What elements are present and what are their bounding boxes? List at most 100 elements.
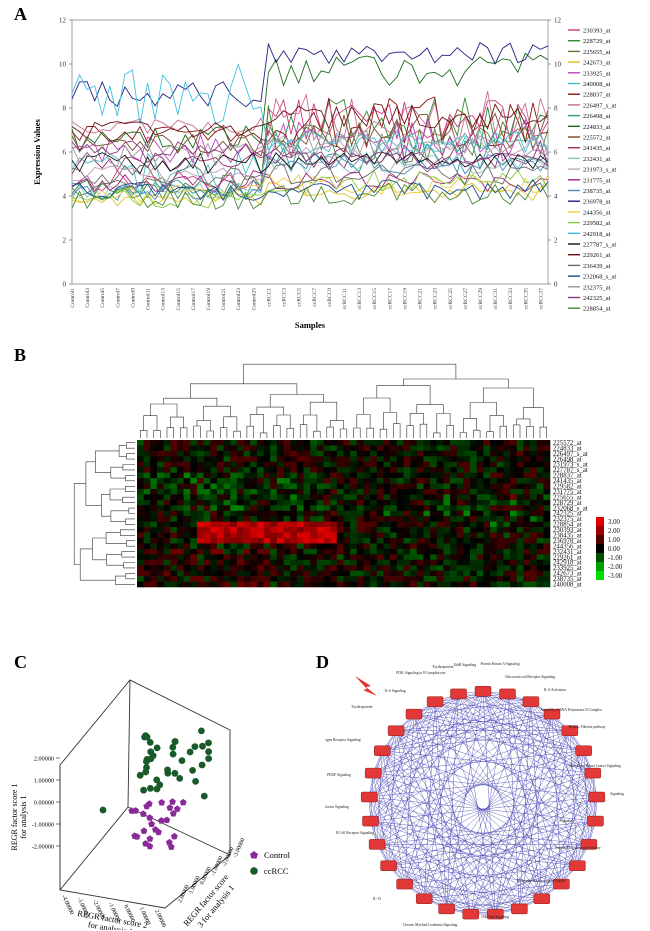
x-tick-label: ccRCC9 bbox=[327, 288, 333, 307]
x-tick-label: -4.00000 bbox=[60, 894, 74, 915]
heatmap-cell bbox=[456, 576, 464, 582]
heatmap-cell bbox=[396, 576, 404, 582]
heatmap-cell bbox=[323, 483, 331, 490]
heatmap-cell bbox=[363, 559, 371, 566]
heatmap-cell bbox=[183, 450, 191, 457]
point-ccrcc bbox=[199, 742, 206, 750]
heatmap-cell bbox=[316, 543, 324, 550]
heatmap-cell bbox=[343, 581, 351, 588]
heatmap-cell bbox=[483, 461, 491, 468]
heatmap-cell bbox=[296, 570, 304, 577]
heatmap-cell bbox=[343, 478, 351, 484]
heatmap-cell bbox=[530, 548, 537, 555]
heatmap-cell bbox=[256, 499, 264, 506]
heatmap-cell bbox=[296, 559, 304, 566]
heatmap-cell bbox=[496, 472, 504, 479]
heatmap-cell bbox=[523, 450, 531, 457]
heatmap-cell bbox=[490, 581, 498, 588]
heatmap-cell bbox=[430, 456, 438, 463]
heatmap-cell bbox=[343, 559, 351, 566]
heatmap-cell bbox=[456, 494, 464, 501]
heatmap-cell bbox=[250, 554, 258, 561]
heatmap-cell bbox=[376, 467, 384, 473]
heatmap-cell bbox=[263, 456, 271, 463]
heatmap-cell bbox=[310, 478, 318, 484]
heatmap-cell bbox=[416, 576, 424, 582]
heatmap-cell bbox=[163, 456, 171, 463]
heatmap-cell bbox=[310, 527, 318, 533]
heatmap-cell bbox=[137, 532, 144, 539]
heatmap-cell bbox=[423, 440, 431, 446]
heatmap-cell bbox=[410, 440, 418, 446]
heatmap-cell bbox=[276, 505, 284, 512]
heatmap-cell bbox=[496, 505, 504, 512]
heatmap-cell bbox=[463, 461, 471, 468]
heatmap-cell bbox=[137, 494, 144, 501]
heatmap-cell bbox=[290, 505, 298, 512]
heatmap-cell bbox=[263, 472, 271, 479]
heatmap-cell bbox=[396, 505, 404, 512]
x-tick-label: ccRCC23 bbox=[433, 288, 439, 310]
heatmap-cell bbox=[170, 472, 178, 479]
heatmap-cell bbox=[230, 461, 238, 468]
heatmap-cell bbox=[296, 554, 304, 561]
y-tick-label-left: 0 bbox=[63, 281, 67, 289]
heatmap-cell bbox=[343, 456, 351, 463]
heatmap-cell bbox=[230, 554, 238, 561]
heatmap-cell bbox=[536, 554, 544, 561]
heatmap-cell bbox=[210, 510, 218, 517]
heatmap-cell bbox=[223, 521, 231, 528]
heatmap-cell bbox=[536, 456, 544, 463]
heatmap-cell bbox=[330, 576, 338, 582]
heatmap-cell bbox=[356, 440, 364, 446]
heatmap-cell bbox=[356, 548, 364, 555]
heatmap-cell bbox=[476, 510, 484, 517]
heatmap-cell bbox=[170, 548, 178, 555]
heatmap-cell bbox=[503, 565, 511, 571]
heatmap-cell bbox=[170, 510, 178, 517]
heatmap-cell bbox=[483, 516, 491, 522]
heatmap-cell bbox=[290, 483, 298, 490]
heatmap-cell bbox=[190, 581, 198, 588]
heatmap-cell bbox=[370, 521, 378, 528]
heatmap-cell bbox=[210, 527, 218, 533]
heatmap-cell bbox=[290, 494, 298, 501]
heatmap-cell bbox=[410, 565, 418, 571]
point-ccrcc bbox=[178, 757, 186, 764]
heatmap-cell bbox=[543, 538, 551, 544]
heatmap-cell bbox=[503, 538, 511, 544]
heatmap-cell bbox=[203, 576, 211, 582]
legend-label: 231973_s_at bbox=[583, 167, 616, 174]
heatmap-cell bbox=[143, 565, 151, 571]
heatmap-cell bbox=[163, 467, 171, 473]
heatmap-cell bbox=[270, 494, 278, 501]
heatmap-cell bbox=[223, 445, 231, 452]
heatmap-cell bbox=[236, 445, 244, 452]
point-ccrcc bbox=[146, 739, 154, 746]
heatmap-cell bbox=[303, 489, 311, 495]
legend-label: 228729_at bbox=[583, 38, 611, 45]
heatmap-cell bbox=[530, 521, 537, 528]
series-line bbox=[71, 182, 549, 211]
network-node bbox=[553, 878, 570, 890]
heatmap-cell bbox=[450, 532, 458, 539]
heatmap-cell bbox=[516, 538, 524, 544]
heatmap-cell bbox=[156, 472, 164, 479]
heatmap-cell bbox=[210, 559, 218, 566]
heatmap-cell bbox=[163, 472, 171, 479]
heatmap-cell bbox=[403, 565, 411, 571]
heatmap-cell bbox=[483, 494, 491, 501]
heatmap-cell bbox=[343, 499, 351, 506]
heatmap-cell bbox=[470, 570, 478, 577]
heatmap-cell bbox=[376, 527, 384, 533]
scale-swatch bbox=[596, 526, 604, 535]
heatmap-cell bbox=[323, 472, 331, 479]
x-tick-label: 2.00000 bbox=[153, 909, 166, 929]
heatmap-cell bbox=[490, 554, 498, 561]
heatmap-cell bbox=[523, 472, 531, 479]
heatmap-cell bbox=[363, 538, 371, 544]
heatmap-cell bbox=[410, 510, 418, 517]
heatmap-cell bbox=[163, 570, 171, 577]
heatmap-cell bbox=[303, 559, 311, 566]
heatmap-cell bbox=[236, 440, 244, 446]
